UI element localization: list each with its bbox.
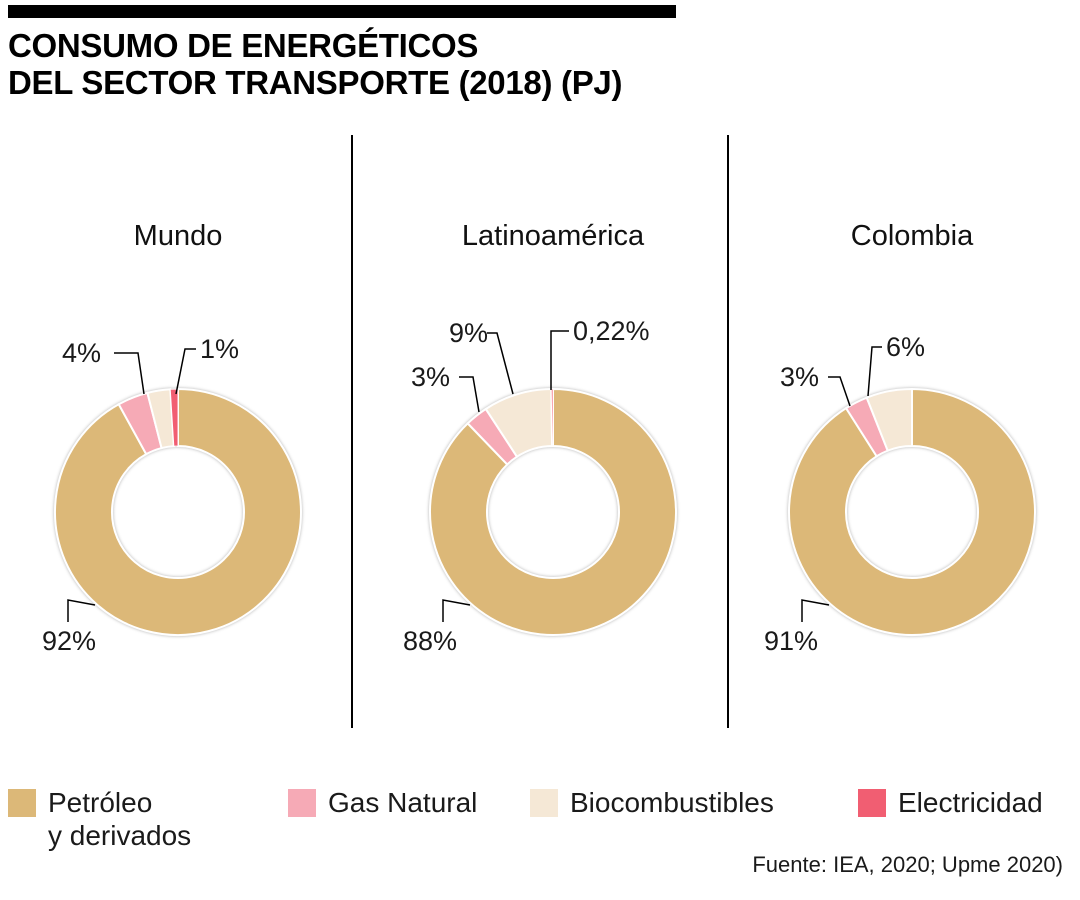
segment-label-petroleo: 92% [42, 626, 97, 656]
legend-item-electricidad: Electricidad [858, 786, 1043, 819]
chart-panel-mundo: Mundo 4% 1% 92% [0, 210, 356, 690]
chart-panel-colombia: Colombia 3% 6% 91% [734, 210, 1080, 690]
legend-item-bio: Biocombustibles [530, 786, 774, 819]
legend-item-petroleo: Petróleo y derivados [8, 786, 191, 852]
donut-chart-colombia [788, 387, 1036, 636]
segment-label-electricidad: 1% [200, 334, 240, 364]
legend-label-petroleo-line2: y derivados [48, 820, 192, 851]
page-title-line1: CONSUMO DE ENERGÉTICOS [8, 27, 479, 64]
callout-line-bio [867, 346, 882, 397]
callout-line-gas [114, 352, 145, 395]
segment-label-gas: 3% [780, 362, 820, 392]
callout-line-gas [828, 376, 851, 407]
callout-line-bio [487, 332, 514, 395]
callout-line-petroleo [67, 599, 96, 622]
donut-svg [788, 346, 1036, 636]
legend-item-gas: Gas Natural [288, 786, 477, 819]
donut-segment-petroleo [54, 387, 302, 636]
legend-swatch-electricidad [858, 789, 886, 817]
segment-label-bio: 9% [449, 318, 489, 348]
legend-label-electricidad: Electricidad [898, 787, 1043, 818]
donut-chart-latinoamerica [429, 387, 678, 636]
donut-segment-electricidad [550, 388, 554, 447]
callout-line-electricidad [175, 348, 196, 395]
segment-label-petroleo: 88% [403, 626, 458, 656]
donut-chart-mundo [54, 387, 302, 636]
panel-divider [727, 135, 729, 728]
panel-divider [351, 135, 353, 728]
segment-label-gas: 4% [62, 338, 102, 368]
donut-segment-petroleo [788, 387, 1036, 636]
legend-swatch-gas [288, 789, 316, 817]
chart-panel-latinoamerica: Latinoamérica 3% 9% 0,22% 88% [375, 210, 731, 690]
donut-segment-bio [865, 387, 913, 452]
legend-swatch-bio [530, 789, 558, 817]
callout-line-electricidad [550, 330, 569, 390]
callout-line-petroleo [442, 599, 471, 622]
legend-swatch-petroleo [8, 789, 36, 817]
callout-line-petroleo [801, 599, 830, 622]
chart-title: Mundo [133, 220, 223, 252]
segment-label-bio: 6% [886, 332, 926, 362]
legend-label-petroleo-line1: Petróleo [48, 787, 153, 818]
page-title-line2: DEL SECTOR TRANSPORTE (2018) (PJ) [8, 64, 623, 101]
segment-label-petroleo: 91% [764, 626, 819, 656]
source-note: Fuente: IEA, 2020; Upme 2020) [752, 852, 1063, 877]
donut-svg [54, 348, 302, 636]
donut-svg [429, 330, 678, 636]
callout-line-gas [459, 376, 480, 413]
segment-label-gas: 3% [411, 362, 451, 392]
segment-label-electricidad: 0,22% [573, 316, 650, 346]
title-accent-bar [8, 5, 676, 18]
legend-label-bio: Biocombustibles [570, 787, 774, 818]
donut-segment-petroleo [429, 387, 678, 636]
legend-label-gas: Gas Natural [328, 787, 478, 818]
chart-title: Colombia [850, 220, 974, 252]
donut-segment-electricidad [169, 388, 179, 447]
chart-title: Latinoamérica [461, 220, 645, 252]
